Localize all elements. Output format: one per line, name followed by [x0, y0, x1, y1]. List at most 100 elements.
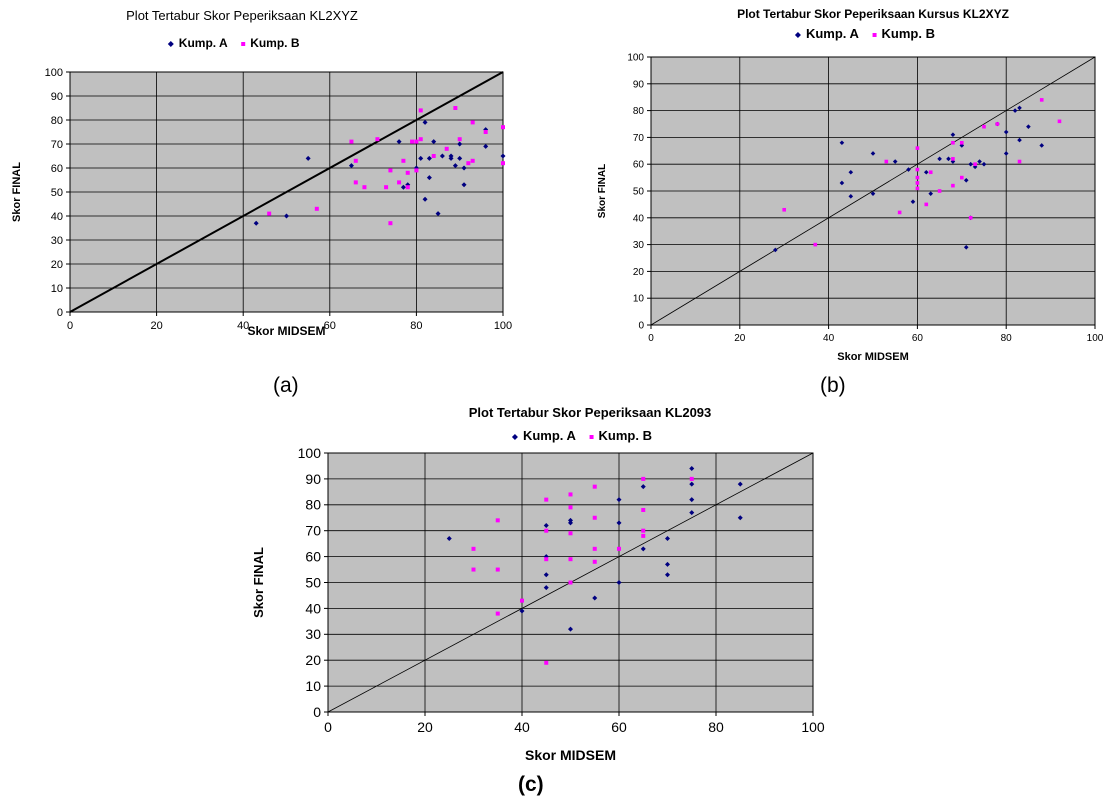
y-tick-label: 90: [305, 471, 321, 487]
x-tick-label: 60: [324, 320, 336, 332]
point-kump-a: [543, 585, 549, 591]
point-kump-b: [410, 139, 415, 144]
point-kump-a: [963, 177, 969, 183]
point-kump-a: [1003, 151, 1009, 156]
point-kump-a: [640, 484, 646, 490]
point-kump-a: [1017, 137, 1022, 143]
point-kump-b: [388, 168, 393, 173]
y-tick-label: 0: [313, 704, 321, 720]
point-kump-b: [544, 528, 549, 533]
point-kump-a: [483, 143, 489, 149]
point-kump-b: [544, 557, 549, 562]
y-tick-label: 100: [627, 53, 644, 64]
y-tick-label: 60: [305, 549, 321, 565]
legend-marker-kump-b: [589, 435, 594, 439]
point-kump-b: [495, 518, 500, 523]
reference-line-y-equals-x: [650, 56, 1096, 326]
point-kump-a: [305, 155, 311, 161]
point-kump-b: [915, 175, 920, 180]
point-kump-a: [284, 213, 289, 219]
point-kump-a: [519, 608, 525, 614]
x-axis-label: Skor MIDSEM: [247, 324, 325, 338]
legend-label-kump-a: Kump. A: [806, 26, 860, 41]
point-kump-b: [501, 161, 505, 166]
y-tick-label: 70: [51, 139, 63, 151]
point-kump-b: [641, 507, 646, 512]
point-kump-a: [870, 151, 876, 156]
x-tick-label: 60: [912, 333, 924, 344]
y-tick-label: 20: [305, 652, 321, 668]
legend: Kump. A Kump. B: [794, 26, 935, 41]
point-kump-a: [968, 161, 973, 167]
chart-title: Plot Tertabur Skor Peperiksaan KL2XYZ: [126, 8, 358, 23]
x-tick-label: 80: [1001, 333, 1013, 344]
point-kump-b: [951, 183, 955, 188]
point-kump-b: [414, 168, 419, 173]
legend-marker-kump-a: [511, 434, 518, 440]
point-kump-a: [848, 169, 854, 175]
chart-b-svg: 0 10 20 30 40 50 60 70 80 90 100 0 20 40 60 80 100 Plot T…: [597, 7, 1104, 363]
chart-c-svg: 0 10 20 30 40 50 60 70 80 90 100 0 20 40 60 80 100 Plot T…: [251, 405, 825, 763]
y-tick-label: 0: [57, 307, 63, 319]
point-kump-a: [431, 139, 437, 145]
y-tick-label: 50: [51, 187, 63, 199]
legend-marker-kump-b: [241, 42, 246, 46]
legend-label-kump-a: Kump. A: [179, 36, 228, 50]
point-kump-a: [426, 175, 432, 181]
y-tick-label: 30: [305, 626, 321, 642]
point-kump-a: [981, 161, 987, 167]
chart-title: Plot Tertabur Skor Peperiksaan Kursus KL…: [737, 7, 1009, 21]
point-kump-a: [1012, 108, 1018, 113]
y-tick-label: 10: [51, 283, 63, 295]
x-tick-label: 20: [417, 719, 433, 735]
x-tick-label: 100: [801, 719, 825, 735]
legend-label-kump-b: Kump. B: [599, 428, 652, 443]
point-kump-b: [641, 476, 646, 481]
y-tick-label: 0: [638, 321, 644, 332]
point-kump-a: [422, 196, 428, 202]
point-kump-b: [397, 180, 402, 185]
y-tick-label: 100: [45, 67, 63, 79]
point-kump-a: [839, 180, 845, 186]
y-axis-label: Skor FINAL: [597, 164, 608, 218]
x-tick-label: 80: [708, 719, 724, 735]
point-kump-b: [973, 162, 977, 166]
point-kump-b: [444, 146, 449, 151]
point-kump-a: [616, 497, 622, 503]
point-kump-b: [483, 130, 488, 134]
point-kump-a: [937, 156, 942, 162]
point-kump-b: [782, 207, 786, 212]
point-kump-b: [995, 122, 1000, 126]
point-kump-b: [431, 154, 436, 158]
point-kump-b: [592, 559, 597, 564]
point-kump-b: [375, 137, 380, 142]
y-tick-label: 10: [633, 294, 645, 305]
point-kump-b: [951, 140, 955, 145]
x-tick-label: 0: [324, 719, 332, 735]
y-tick-label: 70: [305, 523, 321, 539]
point-kump-b: [592, 484, 597, 489]
x-tick-label: 0: [648, 333, 654, 344]
point-kump-a: [426, 155, 432, 161]
y-tick-label: 60: [51, 163, 63, 175]
caption-b: (b): [820, 374, 846, 397]
point-kump-b: [568, 580, 573, 585]
point-kump-b: [470, 120, 475, 125]
point-kump-a: [946, 156, 951, 162]
y-axis-label: Skor FINAL: [251, 547, 266, 618]
x-tick-label: 0: [67, 320, 73, 332]
x-tick-label: 80: [410, 320, 422, 332]
point-kump-b: [915, 167, 920, 172]
y-tick-label: 80: [51, 115, 63, 127]
x-tick-label: 20: [734, 333, 746, 344]
point-kump-b: [982, 124, 986, 129]
point-kump-a: [906, 167, 911, 172]
y-tick-label: 40: [633, 213, 645, 224]
point-kump-b: [405, 170, 410, 175]
legend: Kump. A Kump. B: [511, 428, 652, 443]
point-kump-b: [466, 161, 471, 166]
point-kump-a: [1017, 105, 1022, 111]
point-kump-a: [500, 153, 506, 159]
point-kump-b: [384, 185, 389, 190]
y-tick-label: 40: [305, 600, 321, 616]
